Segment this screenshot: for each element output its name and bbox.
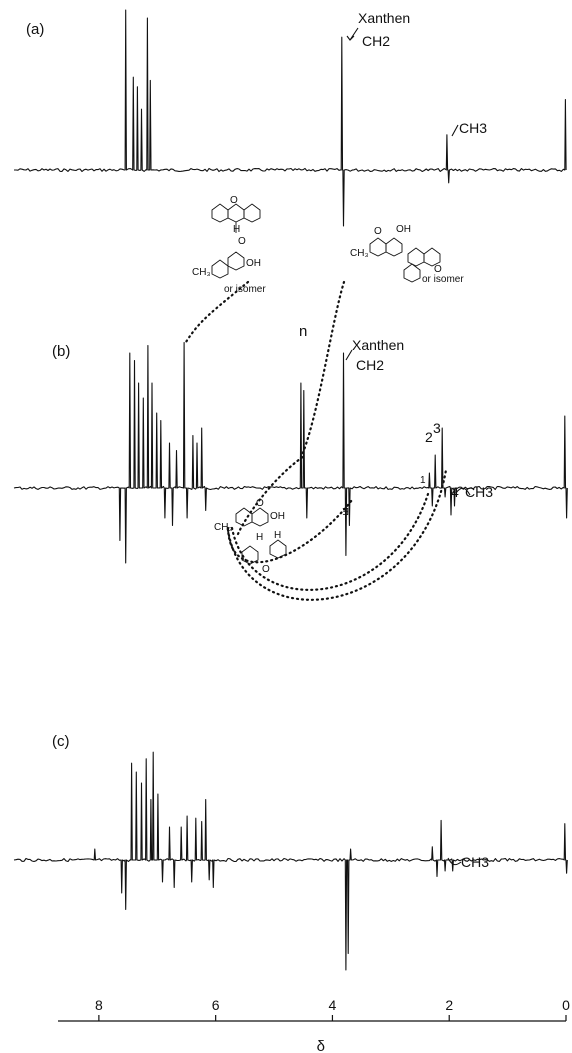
- annotation-ch3-a: CH3: [459, 120, 487, 136]
- svg-text:or isomer: or isomer: [422, 274, 464, 285]
- svg-text:CH₃: CH₃: [214, 522, 233, 533]
- ch3-arrow-c: [447, 857, 462, 866]
- xanthen-arrow-b: [345, 349, 353, 361]
- annotation-n-b: n: [299, 323, 307, 340]
- correlation-dots-3: [236, 454, 306, 536]
- svg-text:OH: OH: [246, 258, 261, 269]
- correlation-dots-1: [184, 280, 250, 344]
- correlation-dots-5: [230, 492, 430, 591]
- svg-text:O: O: [256, 498, 264, 509]
- correlation-dots-2: [298, 280, 346, 462]
- annotation-ch3-b: CH3: [465, 484, 493, 500]
- panel-label-c: (c): [52, 733, 70, 750]
- svg-text:OH: OH: [270, 511, 285, 522]
- x-axis-title: δ: [317, 1038, 325, 1053]
- annotation-ch2-b: CH2: [356, 357, 384, 373]
- svg-text:CH₃: CH₃: [192, 267, 211, 278]
- x-axis-ticks: 8 6 4 2 0: [95, 997, 570, 1021]
- x-tick-label: 2: [445, 997, 453, 1013]
- svg-text:or isomer: or isomer: [224, 284, 266, 295]
- x-tick-label: 4: [329, 997, 337, 1013]
- svg-text:O: O: [434, 264, 442, 275]
- svg-text:O: O: [262, 564, 270, 575]
- svg-text:O: O: [238, 236, 246, 247]
- x-tick-label: 6: [212, 997, 220, 1013]
- structure-naphthalenone-adduct: O OH CH₃ H H O: [214, 498, 287, 575]
- spectrum-trace-b: [13, 341, 568, 564]
- annotation-xanthen-a: Xanthen: [358, 10, 410, 26]
- annotation-ch2-a: CH2: [362, 33, 390, 49]
- svg-text:H: H: [256, 532, 263, 543]
- spectrum-trace-a: [14, 9, 567, 227]
- x-tick-label: 8: [95, 997, 103, 1013]
- correlation-dots-4: [226, 498, 354, 564]
- svg-text:O: O: [230, 195, 238, 206]
- annotation-4-b: 4: [451, 484, 459, 500]
- svg-text:O: O: [374, 226, 382, 237]
- correlation-dots-6: [226, 468, 448, 601]
- xanthen-arrowhead-a: [346, 35, 355, 41]
- svg-text:H: H: [233, 224, 240, 235]
- structure-keto-alcohol: O OH CH₃ O or isomer: [350, 224, 464, 285]
- svg-text:H: H: [274, 530, 281, 541]
- annotation-e-b: E: [342, 505, 349, 516]
- annotation-1-b: 1: [420, 475, 426, 486]
- ch3-arrow-b: [455, 487, 471, 496]
- annotation-xanthen-b: Xanthen: [352, 337, 404, 353]
- panel-label-a: (a): [26, 21, 44, 38]
- spectrum-trace-c: [13, 751, 568, 971]
- annotation-3-b: 3: [433, 420, 441, 436]
- svg-text:OH: OH: [396, 224, 411, 235]
- ch3-arrow-a: [451, 124, 459, 137]
- panel-label-b: (b): [52, 343, 70, 360]
- annotation-ch3-c: CH3: [461, 854, 489, 870]
- svg-text:CH₃: CH₃: [350, 248, 369, 259]
- x-tick-label: 0: [562, 997, 570, 1013]
- structure-xanthenyl-ether: O H O OH CH₃ or isomer: [192, 195, 266, 295]
- annotation-2-b: 2: [425, 429, 433, 445]
